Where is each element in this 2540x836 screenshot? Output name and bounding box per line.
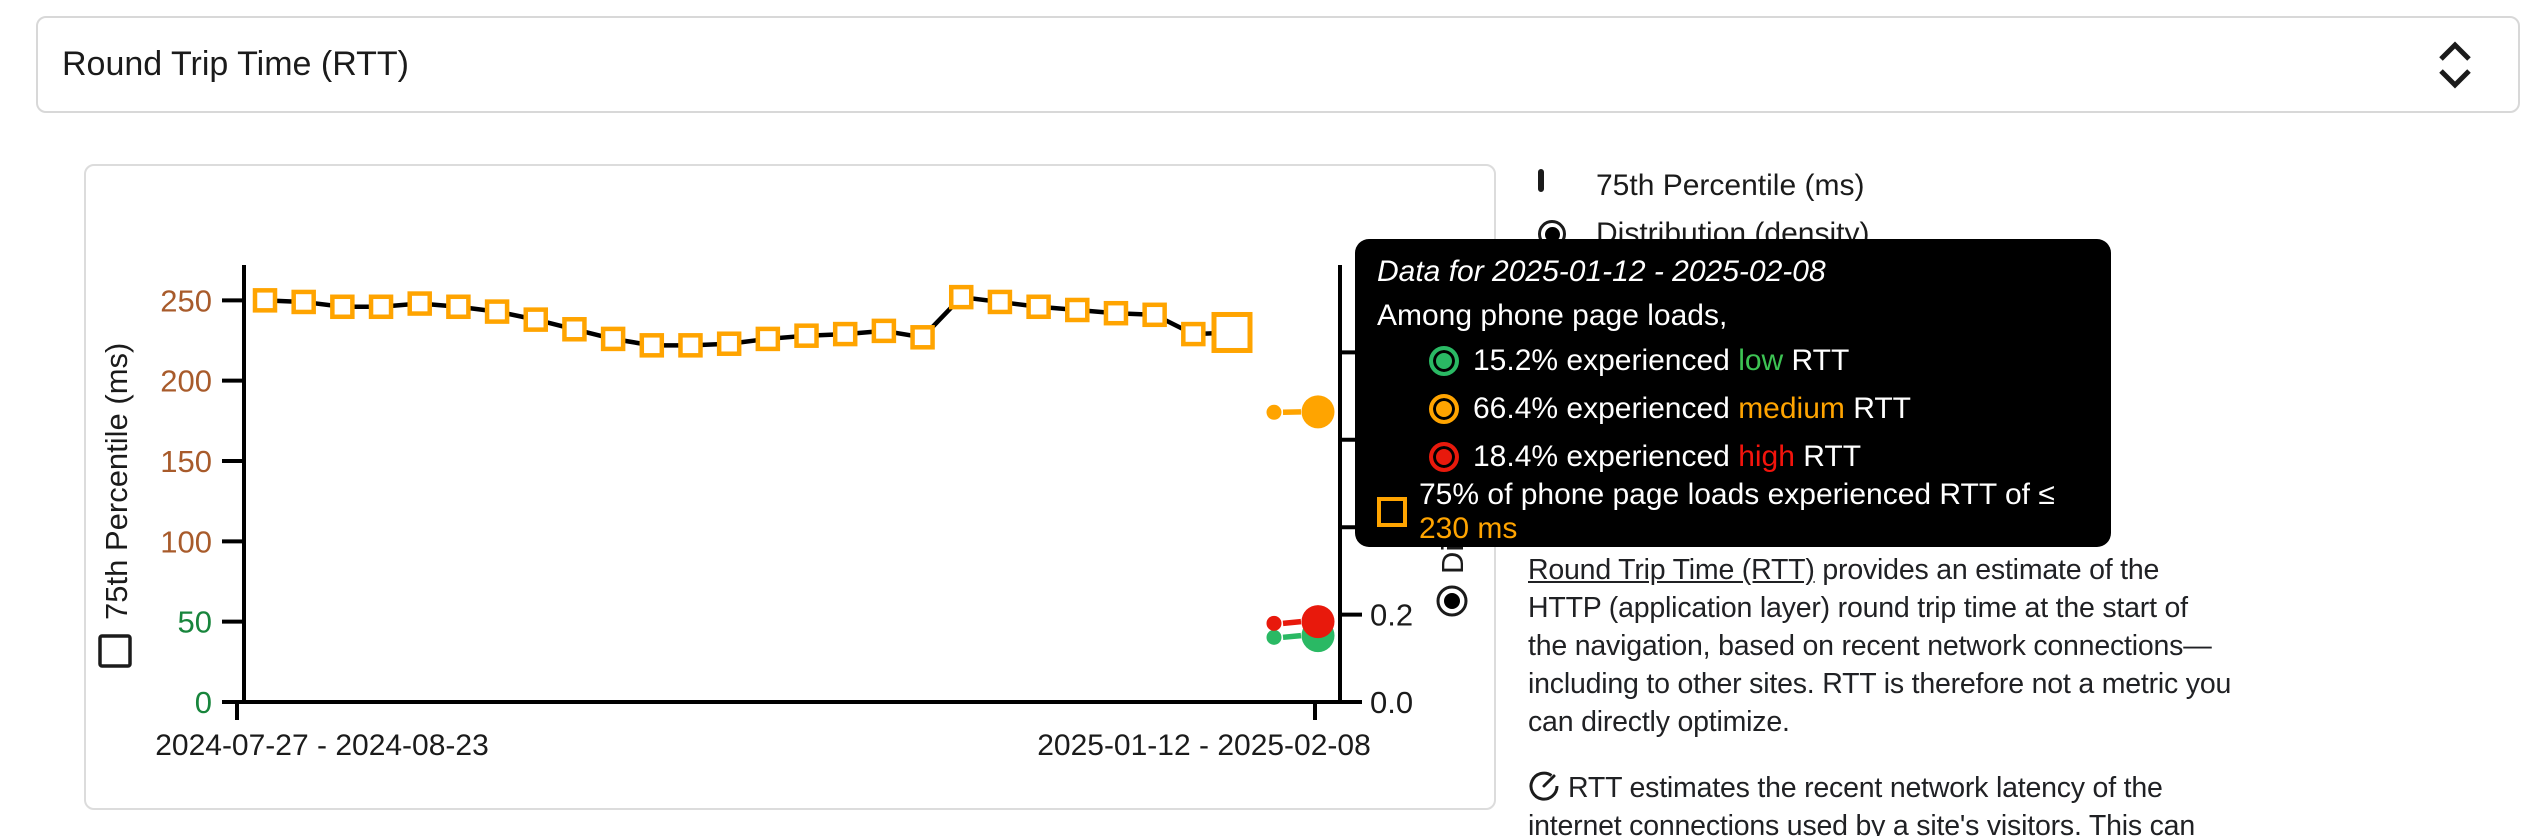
legend-percentile[interactable]: 75th Percentile (ms) — [1538, 168, 1869, 204]
high-rtt-dot-icon — [1429, 442, 1459, 472]
y-tick-label: 150 — [160, 444, 212, 479]
point-marker — [716, 331, 742, 356]
point-marker — [407, 291, 432, 316]
point-marker — [910, 325, 935, 350]
density-current-dot-high — [1301, 605, 1335, 639]
metric-selector-value: Round Trip Time (RTT) — [62, 45, 410, 83]
rtt-doc-link[interactable]: Round Trip Time (RTT) — [1528, 554, 1815, 586]
tooltip-title: Data for 2025-01-12 - 2025-02-08 — [1377, 255, 1826, 288]
tooltip-row-low: 15.2% experienced low RTT — [1377, 337, 2087, 385]
point-marker — [484, 299, 510, 324]
point-marker — [871, 318, 897, 344]
point-marker — [639, 333, 665, 358]
point-marker — [523, 307, 549, 332]
tooltip-subtitle: Among phone page loads, — [1377, 299, 1728, 332]
y-tick-label: 250 — [160, 283, 212, 318]
p75-square-marker-icon — [1377, 497, 1407, 527]
point-marker — [291, 289, 316, 315]
percentile-checkbox[interactable] — [1538, 169, 1544, 192]
distribution-axis-radio-icon — [1436, 585, 1468, 617]
svg-text:75th Percentile (ms): 75th Percentile (ms) — [99, 343, 134, 620]
highlighted-point-marker — [1211, 311, 1253, 353]
unfold-more-icon — [2439, 40, 2471, 89]
x-tick-label: 2024-07-27 - 2024-08-23 — [155, 729, 489, 762]
y2-tick-label: 0.2 — [1370, 598, 1413, 633]
density-connector-high — [1282, 618, 1302, 627]
point-marker — [600, 326, 626, 352]
point-marker — [1026, 294, 1051, 320]
low-rtt-dot-icon — [1429, 346, 1459, 376]
y-tick-label: 50 — [178, 605, 212, 640]
point-marker — [1065, 297, 1090, 323]
point-marker — [330, 294, 355, 320]
chart-tooltip: Data for 2025-01-12 - 2025-02-08 Among p… — [1355, 239, 2111, 547]
density-connector-low — [1282, 632, 1302, 641]
point-marker — [562, 317, 587, 342]
high-rtt-word: high — [1738, 440, 1795, 473]
point-marker — [832, 321, 858, 347]
density-prev-dot-medium — [1266, 404, 1282, 420]
gauge-icon — [1529, 771, 1559, 801]
metric-selector[interactable]: Round Trip Time (RTT) — [36, 16, 2520, 113]
x-tick-label: 2025-01-12 - 2025-02-08 — [1037, 729, 1371, 762]
p75-value: 230 ms — [1419, 512, 1518, 545]
point-marker — [755, 326, 781, 352]
density-current-dot-medium — [1301, 395, 1335, 429]
density-prev-dot-low — [1266, 629, 1282, 645]
point-marker — [678, 333, 703, 358]
y-tick-label: 200 — [160, 364, 212, 399]
percentile-axis-checkbox-icon — [98, 634, 132, 668]
point-marker — [794, 323, 819, 348]
medium-rtt-word: medium — [1738, 392, 1845, 425]
medium-rtt-dot-icon — [1429, 394, 1459, 424]
point-marker — [1142, 302, 1167, 328]
point-marker — [1181, 321, 1206, 347]
density-prev-dot-high — [1266, 615, 1282, 631]
chart-card: 0501001502002500.00.20.40.60.82024-07-27… — [84, 164, 1496, 810]
rtt-chart[interactable]: 0501001502002500.00.20.40.60.82024-07-27… — [86, 166, 1494, 808]
tooltip-row-medium: 66.4% experienced medium RTT — [1377, 385, 2087, 433]
percentile-label: 75th Percentile (ms) — [1596, 169, 1865, 202]
low-rtt-word: low — [1738, 344, 1784, 377]
y2-tick-label: 0.0 — [1370, 685, 1413, 720]
y-tick-label: 0 — [195, 685, 212, 720]
y-tick-label: 100 — [160, 524, 212, 559]
y-axis-title: 75th Percentile (ms) — [98, 343, 134, 668]
metric-description: Round Trip Time (RTT) provides an estima… — [1528, 551, 2234, 836]
description-paragraph-2: RTT estimates the recent network latency… — [1528, 771, 2195, 836]
point-marker — [987, 289, 1013, 315]
tooltip-p75-row: 75% of phone page loads experienced RTT … — [1377, 478, 2087, 545]
point-marker — [252, 288, 278, 313]
point-marker — [368, 294, 394, 320]
point-marker — [1103, 300, 1129, 326]
point-marker — [948, 284, 974, 310]
tooltip-row-high: 18.4% experienced high RTT — [1377, 433, 2087, 481]
description-paragraph-1: Round Trip Time (RTT) provides an estima… — [1528, 554, 2232, 738]
point-marker — [446, 294, 471, 320]
